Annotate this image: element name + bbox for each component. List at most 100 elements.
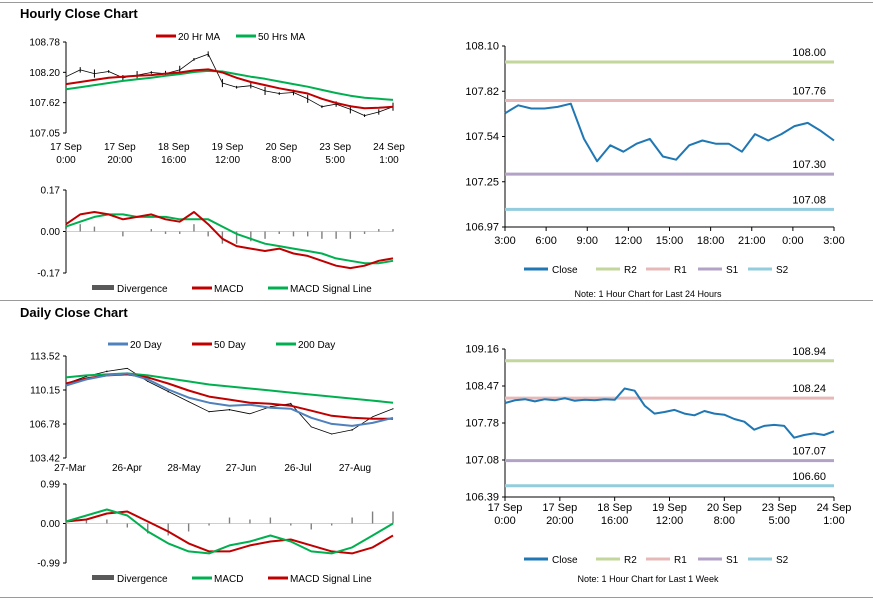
daily-pivot-close-line: [504, 387, 835, 439]
hourly-price-xtick-date: 19 Sep: [212, 142, 244, 153]
hourly-price-series-line: [65, 53, 394, 116]
hourly-price-xtick-date: 17 Sep: [50, 142, 82, 153]
hourly-pivot-level-r1-label: 107.76: [792, 85, 826, 97]
daily-pivot-level-s1-label: 107.07: [792, 446, 826, 458]
hourly-price-xtick-time: 20:00: [107, 155, 132, 166]
daily-pivot-xtick-date: 23 Sep: [762, 502, 797, 514]
daily-price-xtick-label: 27-Jun: [226, 463, 257, 474]
legend-hourly-macd-signal-label: MACD Signal Line: [290, 284, 372, 295]
hourly-price-xtick-time: 5:00: [325, 155, 345, 166]
hourly-pivot-level-s1-label: 107.30: [792, 159, 826, 171]
daily-20day-line: [65, 372, 394, 427]
legend-hourly-divergence-label: Divergence: [117, 284, 168, 295]
hourly-pivot-legend-r1-label: R1: [674, 265, 687, 276]
legend-hourly-macd-label: MACD: [214, 284, 243, 295]
daily-pivot-xtick-time: 12:00: [656, 515, 684, 527]
daily-pivot-xtick-date: 19 Sep: [652, 502, 687, 514]
legend-daily-macd-label: MACD: [214, 574, 243, 585]
hourly-price-xtick-date: 24 Sep: [373, 142, 405, 153]
daily-price-ytick-label: 110.15: [30, 386, 60, 397]
daily-price-xtick-label: 26-Apr: [112, 463, 143, 474]
daily-price-xtick-label: 28-May: [167, 463, 200, 474]
legend-50hrs-ma-label: 50 Hrs MA: [258, 32, 306, 43]
legend-daily-divergence-swatch: [92, 575, 114, 580]
middle-divider: [0, 300, 873, 301]
hourly-pivot-xtick-label: 0:00: [782, 235, 803, 247]
hourly-price-xtick-time: 12:00: [215, 155, 240, 166]
hourly-price-xtick-time: 16:00: [161, 155, 186, 166]
daily-macd-ytick-label: -0.99: [37, 559, 60, 570]
hourly-pivot-xtick-label: 9:00: [577, 235, 598, 247]
legend-20hr-ma-label: 20 Hr MA: [178, 32, 221, 43]
hourly-50hr-ma-line: [65, 69, 394, 101]
daily-price-ytick-label: 113.52: [30, 352, 60, 363]
daily-pivot-xtick-date: 17 Sep: [542, 502, 577, 514]
hourly-price-xtick-time: 1:00: [379, 155, 399, 166]
legend-50day-label: 50 Day: [214, 340, 246, 351]
hourly-pivot-legend-close-label: Close: [552, 265, 578, 276]
daily-pivot-note: Note: 1 Hour Chart for Last 1 Week: [578, 574, 719, 584]
daily-pivot-level-s2-label: 106.60: [792, 471, 826, 483]
hourly-macd-line: [65, 211, 394, 270]
daily-pivot-legend-close-label: Close: [552, 555, 578, 566]
daily-pivot-xtick-date: 24 Sep: [817, 502, 852, 514]
bottom-divider: [0, 597, 873, 598]
daily-200day-line: [65, 372, 394, 404]
daily-pivot-legend-r1-label: R1: [674, 555, 687, 566]
legend-daily-macd-signal-label: MACD Signal Line: [290, 574, 372, 585]
hourly-price-ytick-label: 107.62: [29, 98, 60, 109]
daily-macd-line: [65, 508, 394, 555]
hourly-pivot-ytick-label: 106.97: [465, 222, 499, 234]
hourly-pivot-xtick-label: 18:00: [697, 235, 725, 247]
daily-pivot-ytick-label: 107.78: [465, 418, 499, 430]
hourly-macd-signal-line: [65, 213, 394, 265]
daily-50day-line: [65, 373, 393, 420]
legend-200day-label: 200 Day: [298, 340, 335, 351]
hourly-divergence-bars: [65, 224, 394, 244]
daily-pivot-xtick-time: 8:00: [714, 515, 735, 527]
hourly-pivot-ytick-label: 107.82: [465, 86, 499, 98]
daily-macd-ytick-label: 0.99: [41, 480, 61, 491]
hourly-price-xtick-time: 8:00: [272, 155, 292, 166]
daily-pivot-ytick-label: 106.39: [465, 492, 499, 504]
legend-20day-label: 20 Day: [130, 340, 162, 351]
hourly-pivot-ytick-label: 107.54: [465, 131, 499, 143]
hourly-macd-ytick-label: 0.00: [41, 227, 61, 238]
daily-section-title: Daily Close Chart: [20, 305, 128, 320]
daily-price-ytick-label: 103.42: [29, 454, 60, 465]
hourly-pivot-legend-s2-label: S2: [776, 265, 789, 276]
hourly-price-ytick-label: 108.20: [29, 68, 60, 79]
daily-pivot-xtick-date: 18 Sep: [597, 502, 632, 514]
daily-pivot-xtick-time: 0:00: [494, 515, 515, 527]
daily-pivot-legend-s2-label: S2: [776, 555, 789, 566]
daily-pivot-xtick-time: 20:00: [546, 515, 574, 527]
hourly-pivot-xtick-label: 21:00: [738, 235, 766, 247]
daily-pivot-legend-s1-label: S1: [726, 555, 739, 566]
daily-pivot-ytick-label: 108.47: [465, 381, 499, 393]
hourly-macd-ytick-label: 0.17: [41, 186, 61, 197]
daily-price-xtick-label: 26-Jul: [284, 463, 311, 474]
hourly-pivot-level-r2-label: 108.00: [792, 47, 826, 59]
daily-pivot-ytick-label: 109.16: [465, 344, 499, 356]
legend-daily-divergence-label: Divergence: [117, 574, 168, 585]
daily-pivot-xtick-time: 16:00: [601, 515, 629, 527]
hourly-20hr-ma-line: [65, 68, 394, 110]
hourly-pivot-xtick-label: 3:00: [823, 235, 844, 247]
daily-price-ytick-label: 106.78: [29, 420, 60, 431]
daily-macd-ytick-label: 0.00: [41, 519, 61, 530]
hourly-pivot-legend-s1-label: S1: [726, 265, 739, 276]
daily-pivot-xtick-time: 1:00: [823, 515, 844, 527]
top-divider: [0, 2, 873, 3]
hourly-section-title: Hourly Close Chart: [20, 6, 138, 21]
hourly-pivot-xtick-label: 6:00: [535, 235, 556, 247]
legend-hourly-divergence-swatch: [92, 285, 114, 290]
hourly-price-xtick-date: 17 Sep: [104, 142, 136, 153]
daily-pivot-xtick-date: 20 Sep: [707, 502, 742, 514]
hourly-pivot-legend-r2-label: R2: [624, 265, 637, 276]
hourly-price-xtick-date: 23 Sep: [319, 142, 351, 153]
daily-pivot-level-r2-label: 108.94: [792, 346, 826, 358]
hourly-pivot-close-line: [504, 102, 835, 163]
hourly-pivot-ytick-label: 108.10: [465, 41, 499, 53]
daily-pivot-level-r1-label: 108.24: [792, 383, 826, 395]
